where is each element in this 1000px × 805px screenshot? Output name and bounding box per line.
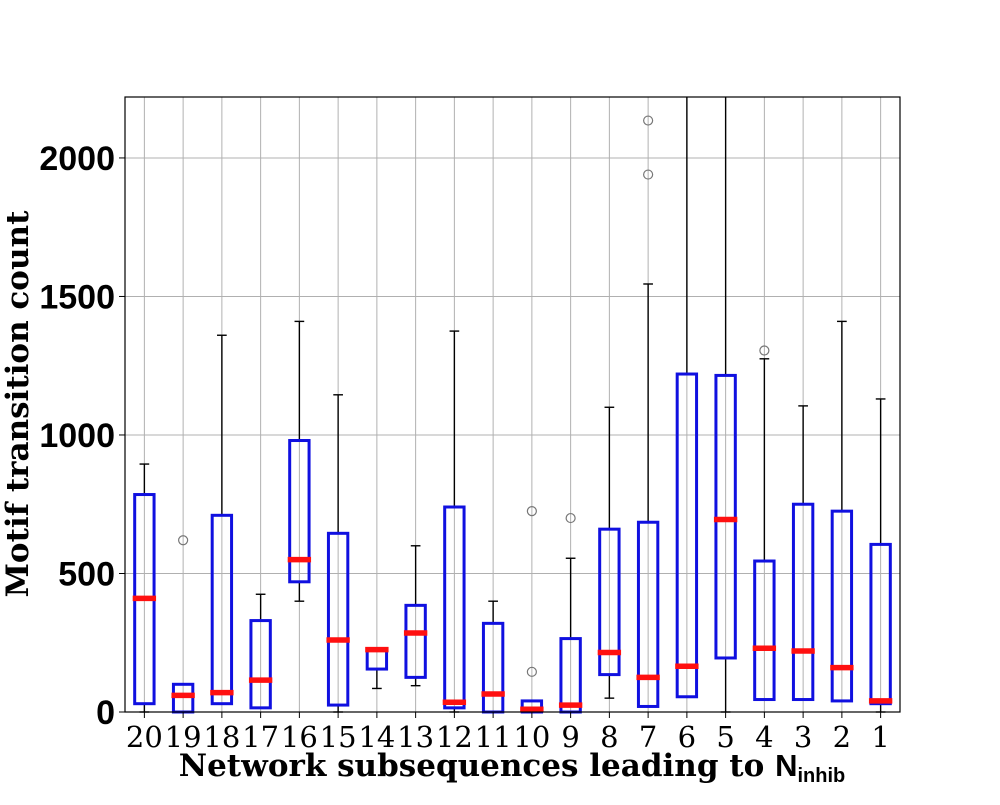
outlier-point [643,169,654,180]
y-tick-label: 0 [96,694,115,732]
x-tick-label: 5 [716,720,734,754]
box-group-14 [365,646,389,690]
box-iqr [210,513,234,706]
x-tick-label: 17 [242,720,279,754]
x-tick-label: 16 [281,720,318,754]
box-iqr [675,372,699,699]
y-tick-label: 500 [58,555,115,593]
box-group-7 [636,115,660,708]
box-iqr [598,527,621,677]
x-tick-label: 12 [436,720,473,754]
box-group-6 [675,97,699,699]
x-tick-label: 10 [513,720,550,754]
box-group-3 [791,405,815,702]
outlier-point [178,535,189,546]
box-iqr [791,502,815,702]
x-tick-label: 15 [320,720,357,754]
x-tick-label: 3 [794,720,812,754]
x-axis-label-subscript: inhib [797,765,845,787]
grid [125,97,900,713]
box-iqr [753,559,776,702]
box-iqr [636,520,660,708]
box-iqr [443,505,466,710]
box-iqr [288,439,311,584]
plot-frame [124,96,901,713]
x-tick-label: 20 [126,720,163,754]
x-tick-label: 4 [755,720,773,754]
box-group-5 [713,97,738,713]
box-group-17 [248,593,273,710]
x-tick-label: 11 [475,720,512,754]
y-axis-label: Motif transition count [0,210,36,597]
x-axis-label-symbol: N [775,748,797,783]
x-tick-label: 9 [561,720,579,754]
box-iqr [249,619,272,710]
box-group-13 [403,545,428,687]
box-group-16 [287,320,312,602]
box-group-2 [830,320,854,703]
x-tick-label: 7 [639,720,657,754]
box-iqr [326,531,350,707]
outlier-point [526,506,537,517]
box-group-4 [752,345,777,702]
x-tick-label: 8 [600,720,618,754]
box-group-8 [597,406,622,699]
box-iqr [714,373,737,660]
boxes [132,97,893,714]
box-group-12 [442,330,467,713]
x-tick-label: 1 [871,720,889,754]
outlier-point [643,115,654,126]
outlier-point [526,666,537,677]
outlier-point [565,512,576,524]
x-tick-label: 19 [165,720,202,754]
x-tick-label: 6 [678,720,696,754]
y-tick-label: 1000 [39,417,115,455]
x-tick-label: 18 [203,720,240,754]
x-tick-label: 13 [397,720,434,754]
x-tick-label: 2 [833,720,851,754]
box-group-18 [210,334,234,706]
box-iqr [869,542,892,706]
x-tick-label: 14 [358,720,395,754]
box-iqr [830,509,854,703]
box-iqr [404,603,427,679]
outlier-point [759,345,770,356]
x-axis-label: Network subsequences leading to Ninhib [179,748,846,787]
y-tick-label: 1500 [39,278,115,316]
y-tick-label: 2000 [39,140,115,178]
box-group-15 [326,394,350,713]
